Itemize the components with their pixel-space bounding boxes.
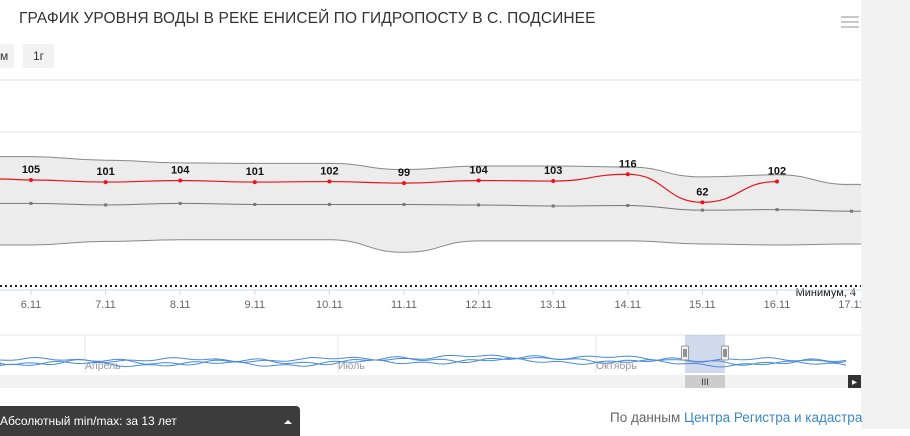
navigator-label: Июль <box>338 360 365 372</box>
x-axis-tick-label: 11.11 <box>391 299 417 311</box>
current-level-point <box>551 179 556 184</box>
x-axis-tick-label: 10.11 <box>316 299 343 311</box>
navigator-series-line <box>0 354 847 363</box>
minmax-period-dropdown[interactable]: Абсолютный min/max: за 13 лет <box>0 406 300 436</box>
max-series-line <box>0 156 861 186</box>
x-axis-tick-label: 7.11 <box>95 299 116 311</box>
min-series-line <box>0 239 861 253</box>
data-label: 101 <box>96 166 114 178</box>
average-point <box>178 201 182 205</box>
scroll-right-arrow-icon: ▸ <box>852 377 857 388</box>
source-prefix: По данным <box>610 410 684 425</box>
average-point <box>104 203 108 207</box>
x-axis-tick-label: 8.11 <box>170 299 191 311</box>
data-source-note: По данным Центра Регистра и кадастра <box>610 410 862 425</box>
current-level-point <box>625 172 630 177</box>
current-level-point <box>402 181 406 186</box>
x-axis-tick-label: 6.11 <box>21 299 42 311</box>
average-point <box>850 209 854 213</box>
current-level-point <box>103 180 108 185</box>
chart-area: 105 101 104 101 102 99 104 103 116 62 102 Минимум, … <box>0 79 861 388</box>
current-level-point <box>327 179 332 184</box>
current-level-point <box>476 178 481 183</box>
navigator-series-line <box>0 357 847 368</box>
current-level-point <box>178 178 183 183</box>
hamburger-menu-icon[interactable] <box>841 16 859 32</box>
dropdown-label: Абсолютный min/max: за 13 лет <box>0 414 177 428</box>
data-label: 116 <box>619 158 637 170</box>
data-label: 102 <box>768 166 786 178</box>
average-point <box>477 203 481 207</box>
navigator-selected-range <box>685 335 725 373</box>
data-label: 104 <box>171 165 190 177</box>
average-point <box>700 208 704 212</box>
range-button-month[interactable]: м <box>0 44 14 68</box>
data-label: 99 <box>398 167 410 179</box>
data-label: 101 <box>246 166 264 178</box>
current-level-point <box>700 200 705 205</box>
chart-title: ГРАФИК УРОВНЯ ВОДЫ В РЕКЕ ЕНИСЕЙ ПО ГИДР… <box>19 10 596 27</box>
scrollbar-thumb <box>685 375 725 388</box>
current-level-point <box>29 178 33 182</box>
average-point <box>551 204 555 208</box>
x-axis-tick-label: 13.11 <box>540 299 567 311</box>
x-axis-tick-label: 14.11 <box>614 299 641 311</box>
scrollbar-right-button <box>848 375 861 388</box>
data-label: 105 <box>22 164 40 176</box>
average-series-line <box>0 202 861 212</box>
x-axis-tick-label: 17.11 <box>838 299 861 311</box>
average-point <box>327 202 331 206</box>
caret-up-icon <box>284 420 292 424</box>
average-point <box>253 202 257 206</box>
current-level-point <box>775 179 779 184</box>
x-axis-tick-label: 12.11 <box>465 299 492 311</box>
data-label: 104 <box>469 165 488 177</box>
source-link[interactable]: Центра Регистра и кадастра <box>684 410 863 425</box>
data-label: 103 <box>544 165 562 177</box>
page-gutter <box>861 0 910 429</box>
scrollbar-grip-icon: III <box>701 377 709 387</box>
x-axis-tick-label: 9.11 <box>245 299 266 311</box>
average-point <box>775 208 779 212</box>
average-point <box>402 202 406 206</box>
data-label: 62 <box>696 186 708 198</box>
scrollbar-track <box>0 375 861 388</box>
minimum-plot-line-label: Минимум, 4 <box>796 287 856 299</box>
navigator-handle <box>721 345 729 361</box>
x-axis-tick-label: 16.11 <box>764 299 791 311</box>
data-label: 102 <box>320 166 338 178</box>
navigator-background <box>0 335 861 373</box>
range-button-1-year[interactable]: 1г <box>23 44 54 68</box>
x-axis-tick-label: 15.11 <box>689 299 716 311</box>
current-level-point <box>252 180 257 185</box>
navigator-handle <box>681 345 689 361</box>
average-point <box>626 203 630 207</box>
average-point <box>29 201 33 205</box>
